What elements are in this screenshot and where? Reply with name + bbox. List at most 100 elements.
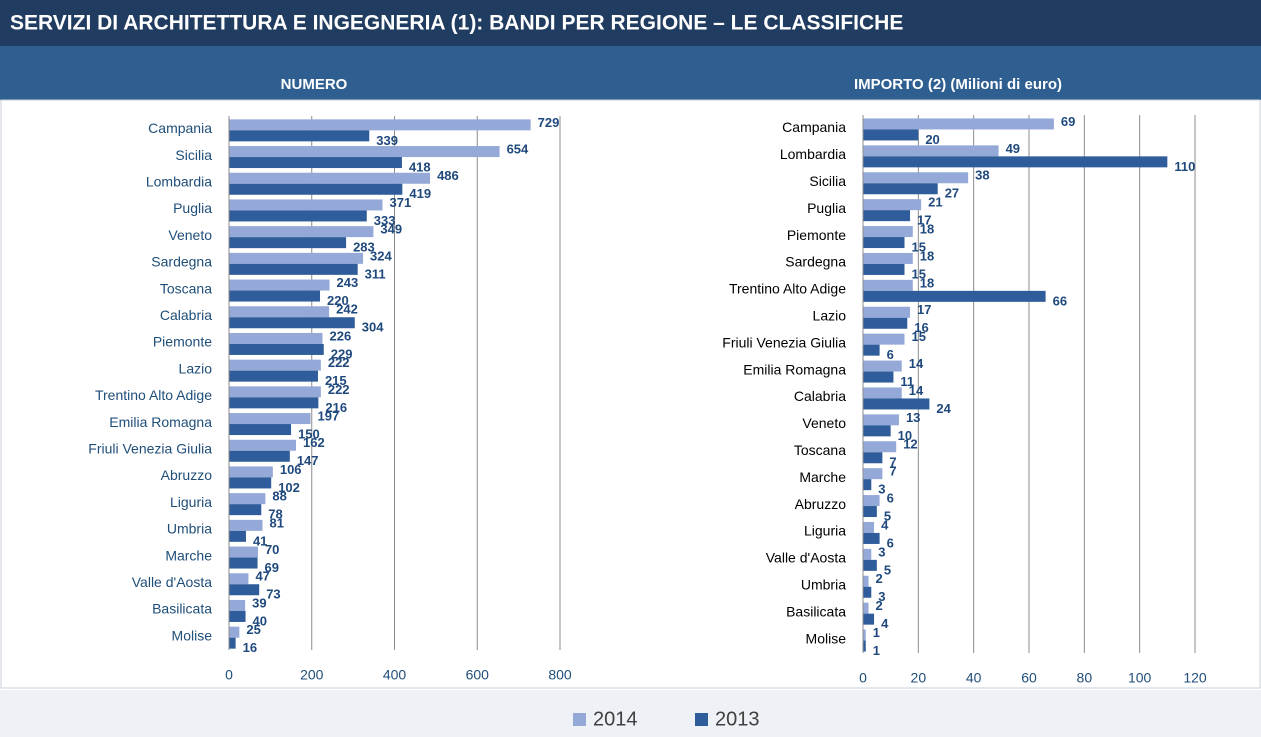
bar bbox=[229, 263, 358, 275]
y-tick-label: Emilia Romagna bbox=[743, 361, 846, 377]
chart-subtitle: NUMERO bbox=[281, 76, 348, 93]
bar bbox=[863, 183, 938, 195]
data-label: 333 bbox=[374, 213, 396, 228]
data-label: 24 bbox=[936, 401, 951, 416]
data-label: 47 bbox=[255, 569, 269, 584]
data-label: 243 bbox=[337, 275, 359, 290]
bar bbox=[863, 371, 894, 383]
bar bbox=[229, 146, 500, 158]
data-label: 17 bbox=[917, 302, 931, 317]
y-tick-label: Molise bbox=[806, 630, 847, 646]
bar bbox=[229, 290, 321, 302]
data-label: 18 bbox=[920, 248, 934, 263]
data-label: 5 bbox=[884, 562, 891, 577]
y-tick-label: Lombardia bbox=[146, 173, 212, 189]
y-tick-label: Lombardia bbox=[780, 146, 846, 162]
data-label: 304 bbox=[362, 320, 384, 335]
y-tick-label: Umbria bbox=[167, 521, 212, 537]
bar bbox=[229, 504, 262, 516]
y-tick-label: Piemonte bbox=[153, 334, 212, 350]
data-label: 18 bbox=[920, 221, 934, 236]
bar bbox=[863, 118, 1054, 130]
y-tick-label: Campania bbox=[782, 119, 846, 135]
bar bbox=[863, 398, 930, 410]
y-tick-label: Liguria bbox=[170, 494, 212, 510]
data-label: 729 bbox=[538, 115, 560, 130]
bar bbox=[229, 343, 324, 355]
chart-subtitle: IMPORTO (2) (Milioni di euro) bbox=[854, 76, 1062, 93]
bar bbox=[229, 626, 240, 638]
data-label: 1 bbox=[873, 625, 880, 640]
data-label: 419 bbox=[409, 186, 431, 201]
y-tick-label: Campania bbox=[148, 120, 212, 136]
bar-series bbox=[229, 119, 531, 638]
y-tick-label: Basilicata bbox=[152, 601, 212, 617]
data-label: 39 bbox=[252, 595, 266, 610]
bar bbox=[229, 306, 330, 318]
y-tick-label: Marche bbox=[165, 547, 212, 563]
bar bbox=[229, 210, 367, 222]
bar bbox=[863, 199, 922, 211]
bar bbox=[863, 145, 999, 157]
data-label: 17 bbox=[917, 213, 931, 228]
y-tick-label: Puglia bbox=[173, 200, 212, 216]
data-label: 110 bbox=[1174, 159, 1195, 174]
data-label: 371 bbox=[390, 195, 412, 210]
bar bbox=[229, 397, 319, 409]
data-label: 40 bbox=[253, 613, 267, 628]
x-tick-label: 0 bbox=[225, 667, 233, 683]
data-label: 229 bbox=[331, 346, 353, 361]
y-tick-label: Liguria bbox=[804, 523, 846, 539]
subheader-bar bbox=[0, 46, 1261, 100]
data-label: 226 bbox=[330, 328, 352, 343]
y-tick-label: Friuli Venezia Giulia bbox=[88, 440, 212, 456]
data-label: 5 bbox=[884, 508, 891, 523]
data-label: 16 bbox=[243, 640, 257, 655]
bar bbox=[863, 252, 913, 264]
data-label: 7 bbox=[889, 455, 896, 470]
bar bbox=[229, 157, 402, 169]
data-label: 222 bbox=[328, 382, 350, 397]
data-label: 242 bbox=[336, 302, 358, 317]
data-label: 4 bbox=[881, 616, 889, 631]
y-tick-label: Molise bbox=[172, 627, 213, 643]
y-tick-label: Sardegna bbox=[151, 254, 212, 270]
data-label: 486 bbox=[437, 168, 459, 183]
y-tick-label: Valle d'Aosta bbox=[766, 550, 846, 566]
y-tick-label: Umbria bbox=[801, 576, 846, 592]
x-tick-label: 200 bbox=[300, 667, 324, 683]
bar bbox=[229, 279, 330, 291]
data-label: 4 bbox=[881, 517, 889, 532]
bar bbox=[863, 468, 883, 480]
bar bbox=[229, 199, 383, 211]
data-label: 14 bbox=[909, 356, 924, 371]
data-label: 15 bbox=[912, 329, 926, 344]
bar bbox=[863, 333, 905, 345]
bar bbox=[863, 640, 866, 652]
bar-series bbox=[863, 118, 1054, 641]
bar bbox=[863, 506, 877, 518]
bar bbox=[229, 183, 403, 195]
data-label: 147 bbox=[297, 453, 319, 468]
data-label: 10 bbox=[898, 428, 912, 443]
y-tick-label: Lazio bbox=[813, 307, 847, 323]
x-tick-label: 0 bbox=[859, 670, 867, 686]
legend-panel bbox=[0, 690, 1261, 737]
bar bbox=[229, 557, 258, 569]
data-label: 78 bbox=[268, 507, 282, 522]
data-label: 41 bbox=[253, 533, 267, 548]
data-label: 3 bbox=[878, 544, 885, 559]
y-tick-label: Sardegna bbox=[785, 254, 846, 270]
data-label: 66 bbox=[1053, 293, 1067, 308]
data-label: 349 bbox=[380, 222, 402, 237]
data-label: 311 bbox=[365, 266, 386, 281]
data-label: 102 bbox=[278, 480, 300, 495]
bar bbox=[229, 477, 272, 489]
y-tick-label: Calabria bbox=[794, 388, 846, 404]
data-label: 283 bbox=[353, 240, 375, 255]
data-label: 2 bbox=[876, 598, 883, 613]
bar bbox=[863, 210, 911, 222]
bar bbox=[863, 156, 1168, 168]
data-label: 220 bbox=[327, 293, 349, 308]
y-tick-label: Marche bbox=[799, 469, 846, 485]
